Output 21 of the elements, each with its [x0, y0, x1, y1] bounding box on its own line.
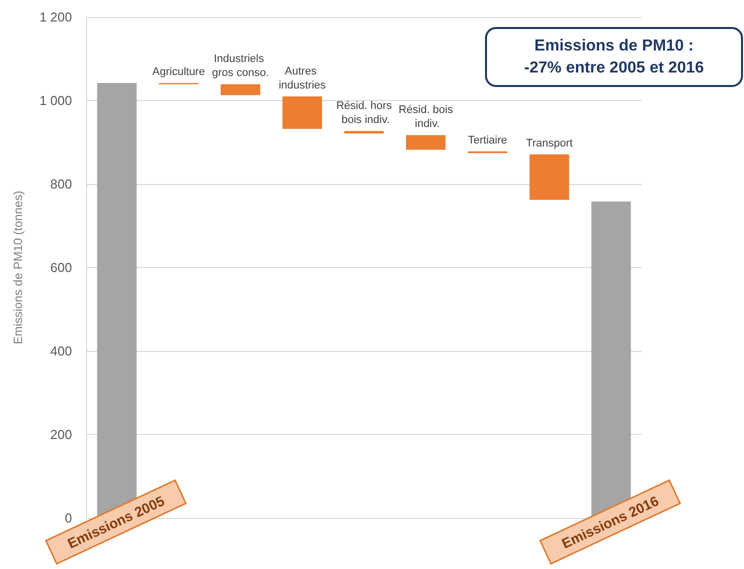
x-tick-label: Résid. hors bois indiv.: [336, 100, 392, 126]
y-tick-label: 1 200: [39, 10, 72, 24]
y-tick-label: 800: [50, 176, 72, 192]
bar: [406, 135, 446, 150]
y-axis-title: Emissions de PM10 (tonnes): [11, 190, 25, 344]
x-tick-label: Autres industries: [278, 65, 326, 92]
text: -27% entre 2005 et 2016: [524, 60, 704, 76]
bar: [530, 154, 570, 200]
x-tick-label: Tertiaire: [468, 134, 508, 146]
bar: [344, 130, 384, 134]
y-tick-label: 200: [50, 427, 72, 442]
x-tick-label: Résid. bois indiv.: [398, 104, 454, 130]
y-tick-label: 600: [50, 260, 72, 275]
y-tick-label: 400: [50, 344, 72, 358]
x-tick-label: Industriels gros conso.: [212, 53, 269, 80]
x-tick-label: Agriculture: [152, 66, 205, 78]
y-tick-label: 1 000: [39, 93, 72, 108]
bar: [282, 96, 322, 129]
bar: [220, 84, 260, 96]
x-tick-label: Transport: [526, 137, 573, 150]
text: Emissions de PM10 :: [534, 38, 694, 54]
